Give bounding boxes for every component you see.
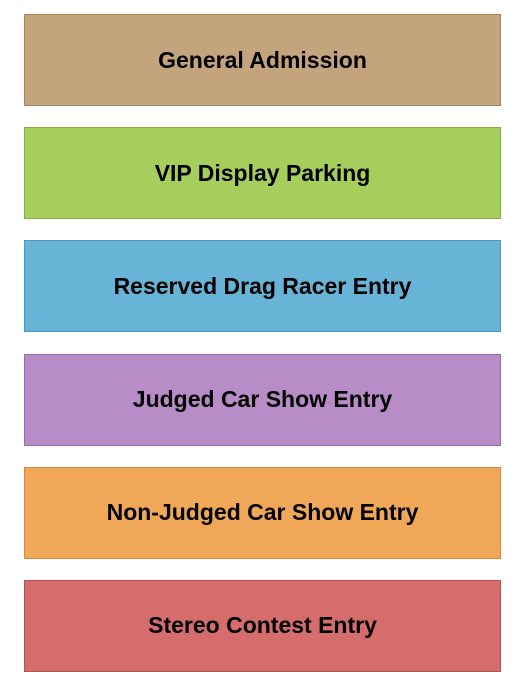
entry-vip-display-parking[interactable]: VIP Display Parking (24, 127, 501, 219)
entry-label: Stereo Contest Entry (148, 612, 377, 639)
entry-reserved-drag-racer[interactable]: Reserved Drag Racer Entry (24, 240, 501, 332)
entry-label: Non-Judged Car Show Entry (107, 499, 419, 526)
entry-label: General Admission (158, 47, 367, 74)
entry-judged-car-show[interactable]: Judged Car Show Entry (24, 354, 501, 446)
entry-label: VIP Display Parking (155, 160, 371, 187)
entry-stereo-contest[interactable]: Stereo Contest Entry (24, 580, 501, 672)
entry-non-judged-car-show[interactable]: Non-Judged Car Show Entry (24, 467, 501, 559)
entry-general-admission[interactable]: General Admission (24, 14, 501, 106)
entry-label: Judged Car Show Entry (133, 386, 392, 413)
entry-label: Reserved Drag Racer Entry (114, 273, 412, 300)
